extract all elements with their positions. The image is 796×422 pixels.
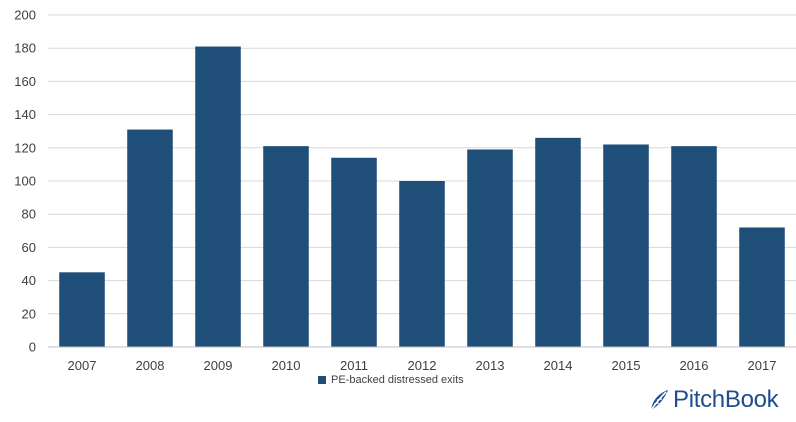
y-tick-label: 120 [14,140,36,155]
x-tick-label: 2016 [680,358,709,373]
x-tick-label: 2007 [68,358,97,373]
bar-2009 [195,46,241,347]
bar-2011 [331,157,377,347]
x-axis-ticks: 2007 2008 2009 2010 2011 2012 2013 2014 2015 2016… [68,358,777,373]
y-axis-ticks: 0 20 40 60 80 100 120 140 160 180 200 [14,8,36,355]
bar-2016 [671,146,717,347]
y-tick-label: 100 [14,174,36,189]
x-tick-label: 2014 [544,358,573,373]
bar-2014 [535,137,581,347]
y-tick-label: 140 [14,107,36,122]
x-tick-label: 2015 [612,358,641,373]
y-tick-label: 60 [22,240,36,255]
x-tick-label: 2008 [136,358,165,373]
bar-2013 [467,149,513,347]
logo-text: PitchBook [673,386,779,413]
bars [59,46,785,347]
bar-2008 [127,129,173,347]
x-tick-label: 2017 [748,358,777,373]
x-tick-label: 2012 [408,358,437,373]
bar-2015 [603,144,649,347]
pitchbook-leaf-icon [650,390,668,411]
y-tick-label: 20 [22,306,36,321]
legend-label: PE-backed distressed exits [331,374,464,386]
legend: PE-backed distressed exits [318,374,464,386]
bar-2007 [59,272,105,347]
bar-2017 [739,227,785,347]
y-tick-label: 80 [22,207,36,222]
pitchbook-logo: PitchBook [648,386,779,414]
x-tick-label: 2009 [204,358,233,373]
y-tick-label: 40 [22,273,36,288]
x-tick-label: 2011 [340,358,368,373]
x-tick-label: 2013 [476,358,505,373]
y-tick-label: 200 [14,8,36,23]
legend-swatch [318,376,326,384]
y-tick-label: 160 [14,74,36,89]
bar-2012 [399,181,445,347]
y-tick-label: 180 [14,41,36,56]
y-tick-label: 0 [29,340,36,355]
bar-2010 [263,146,309,347]
x-tick-label: 2010 [272,358,301,373]
